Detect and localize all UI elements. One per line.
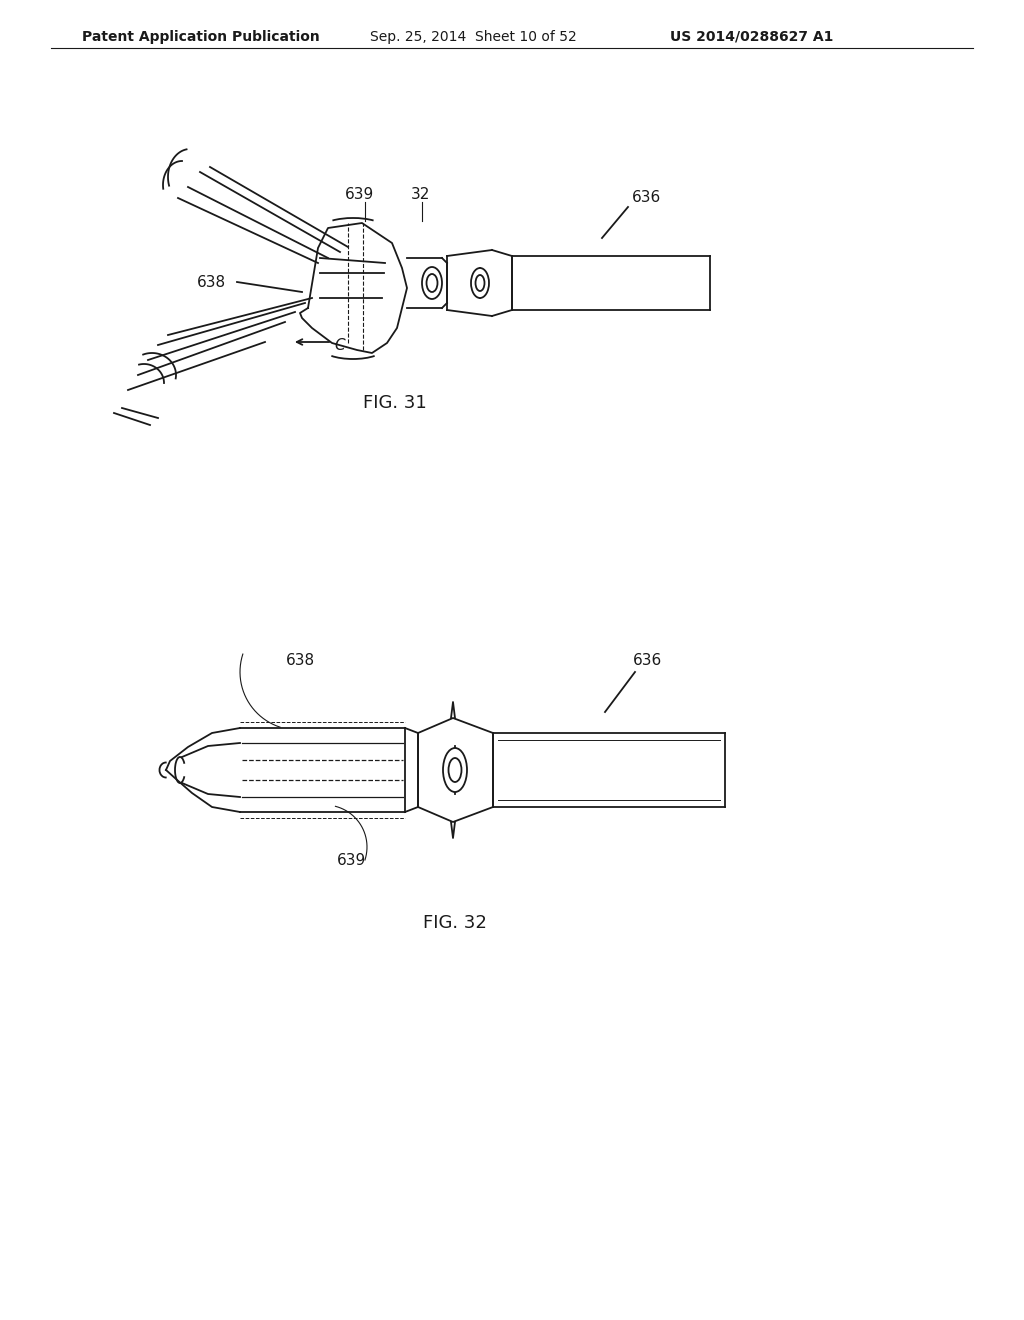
- Text: 636: 636: [632, 190, 662, 205]
- Text: 638: 638: [197, 275, 226, 290]
- Text: Patent Application Publication: Patent Application Publication: [82, 30, 319, 44]
- Text: US 2014/0288627 A1: US 2014/0288627 A1: [670, 30, 834, 44]
- Ellipse shape: [427, 275, 437, 292]
- Text: 32: 32: [411, 187, 430, 202]
- Text: 639: 639: [337, 853, 367, 869]
- Ellipse shape: [449, 758, 462, 781]
- Text: FIG. 31: FIG. 31: [364, 393, 427, 412]
- Text: C: C: [334, 338, 345, 352]
- Ellipse shape: [475, 275, 484, 290]
- Text: FIG. 32: FIG. 32: [423, 913, 487, 932]
- Text: 636: 636: [634, 653, 663, 668]
- Ellipse shape: [471, 268, 489, 298]
- Text: 639: 639: [345, 187, 375, 202]
- Text: 638: 638: [286, 653, 314, 668]
- Ellipse shape: [443, 748, 467, 792]
- Ellipse shape: [422, 267, 442, 300]
- Text: Sep. 25, 2014  Sheet 10 of 52: Sep. 25, 2014 Sheet 10 of 52: [370, 30, 577, 44]
